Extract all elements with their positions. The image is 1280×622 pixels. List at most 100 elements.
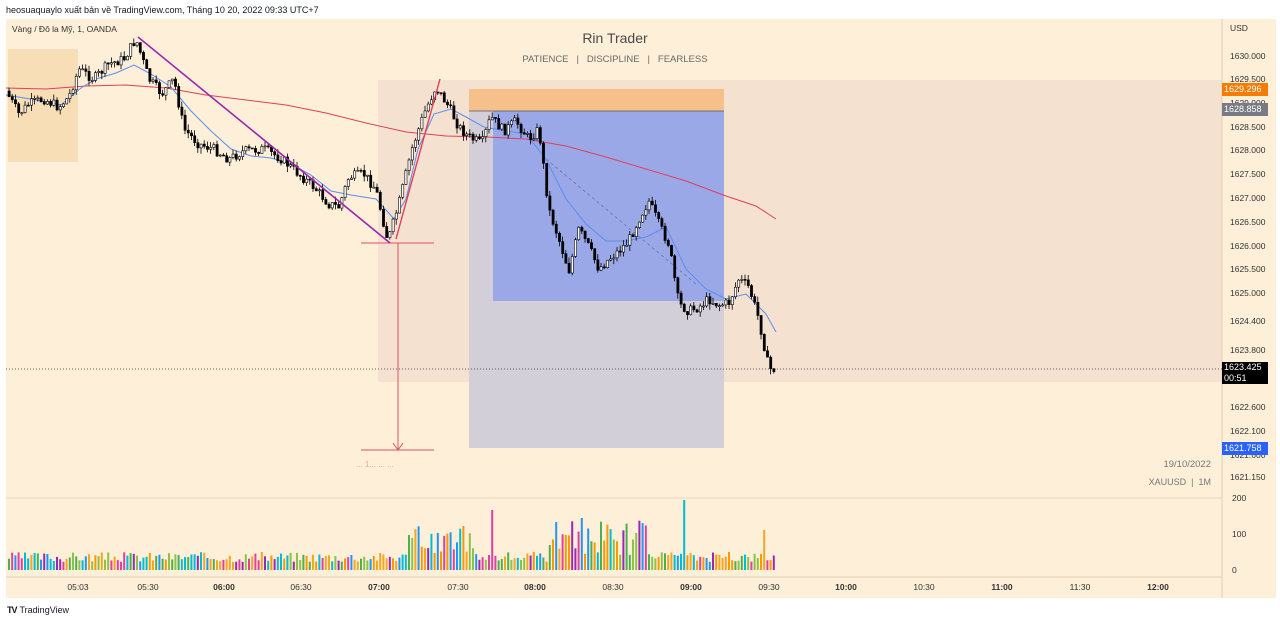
volume-bar [62,561,65,570]
candle-body [574,239,577,257]
volume-bar [110,560,113,570]
candle-body [170,78,174,82]
volume-bar [504,556,506,570]
volume-bar [529,555,532,570]
volume-bar [24,552,26,570]
volume-bar [136,555,138,570]
candle-body [391,218,395,233]
volume-bar [296,552,298,570]
candle-body [750,285,753,297]
volume-bar [676,555,679,570]
stop-zone[interactable] [469,89,724,111]
candle-body [161,93,165,96]
info-date: 19/10/2022 [1163,459,1211,470]
candle-body [740,279,744,281]
candle-body [628,234,632,246]
target-zone[interactable] [493,111,724,301]
candle-body [199,143,203,149]
candle-body [529,133,533,141]
candle-body [241,150,245,157]
candle-body [135,42,139,46]
candle-body [321,189,325,200]
candle-body [129,43,133,57]
volume-bar [184,557,186,570]
volume-bar [142,557,145,570]
volume-bar [718,554,721,570]
volume-bar [564,534,567,570]
volume-bar [404,554,407,570]
candle-body [596,259,600,271]
candle-body [426,103,430,112]
volume-bar [737,560,740,570]
volume-bar [683,500,686,570]
volume-bar [248,558,250,570]
candle-body [484,129,488,137]
chart-area[interactable]: ... 1... ... ... Rin Trader PATIENCE | D… [5,19,1276,600]
volume-bar [433,552,436,570]
candle-body [356,169,360,172]
trendline-up[interactable] [395,78,441,240]
measure-arrowhead [392,442,404,451]
candle-body [177,86,181,108]
volume-tick: 200 [1232,493,1246,503]
volume-bar [427,548,430,570]
candle-body [20,112,24,114]
volume-bar [475,554,478,570]
candle-body [273,151,277,156]
volume-bar [75,556,78,570]
candle-body [222,154,225,157]
candle-body [590,242,593,249]
tradingview-logo[interactable]: TV TradingView [7,605,69,615]
candle-body [401,184,405,198]
volume-bar [312,554,314,570]
volume-bar [302,554,305,570]
volume-bar [350,555,353,570]
candle-body [302,175,305,183]
volume-bar [372,556,375,570]
volume-bar [539,553,542,570]
candle-body [362,170,366,177]
volume-bar [452,549,455,570]
volume-bar [449,532,452,570]
volume-bar [308,561,311,570]
countdown-label: 00:51 [1222,373,1268,384]
volume-bar [760,554,762,570]
volume-bar [81,560,84,570]
candle-body [151,79,155,82]
candle-body [106,62,110,65]
volume-bar [766,560,769,570]
time-tick: 10:00 [835,582,857,592]
candle-body [62,103,65,107]
price-chart[interactable]: ... 1... ... ... Rin Trader PATIENCE | D… [5,19,1276,600]
volume-bar [500,558,503,570]
ema-fast-line [5,64,777,333]
volume-bar [740,555,743,570]
trendline-down[interactable] [137,36,391,244]
symbol-title[interactable]: Vàng / Đô la Mỹ, 1, OANDA [12,24,117,34]
volume-bar [641,523,644,570]
candle-body [676,277,680,294]
candle-body [353,170,357,179]
candle-body [682,303,686,312]
volume-bar [52,560,55,570]
candle-body [468,133,472,136]
candle-body [81,68,85,71]
time-axis[interactable]: 05:03 05:30 06:00 06:30 07:00 07:30 08:00 08:30… [67,582,1169,592]
volume-bar [619,554,622,570]
volume-bar [276,556,279,570]
candle-body [612,257,616,260]
candle-body [234,153,238,160]
candle-body [654,204,657,213]
volume-bar [635,532,638,570]
volume-bar [385,558,388,570]
volume-bar [587,528,590,570]
volume-bar [222,559,225,570]
candle-body [436,91,440,94]
candle-body [487,119,491,130]
volume-bar [568,535,570,570]
candle-body [10,96,14,101]
candle-body [666,240,670,246]
candle-body [110,62,113,65]
volume-bar [692,555,695,570]
volume-bar [600,521,602,570]
